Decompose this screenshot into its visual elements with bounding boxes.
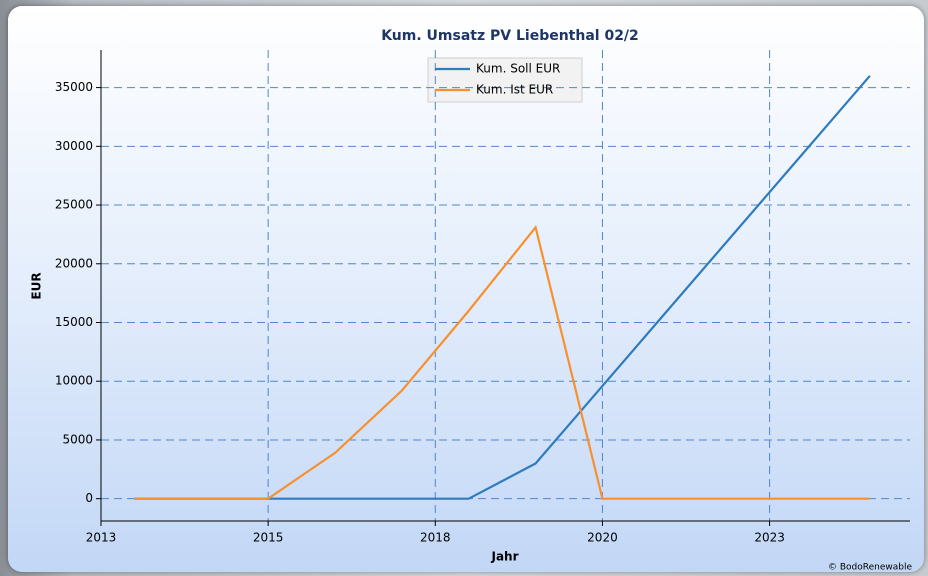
- credit: © BodoRenewable: [828, 563, 912, 573]
- y-tick-label: 15000: [55, 315, 93, 329]
- y-axis-label: EUR: [30, 272, 44, 299]
- y-tick-label: 35000: [55, 80, 93, 94]
- x-tick-label: 2013: [86, 531, 117, 545]
- x-tick-label: 2018: [420, 531, 451, 545]
- chart-title: Kum. Umsatz PV Liebenthal 02/2: [381, 28, 639, 44]
- x-tick-label: 2023: [754, 531, 785, 545]
- x-tick-label: 2015: [253, 531, 284, 545]
- x-axis-label: Jahr: [490, 550, 518, 564]
- y-tick-label: 10000: [55, 374, 93, 388]
- y-tick-label: 0: [85, 491, 93, 505]
- legend-label: Kum. Soll EUR: [476, 62, 560, 76]
- y-tick-label: 20000: [55, 256, 93, 270]
- y-tick-label: 5000: [62, 432, 93, 446]
- legend-label: Kum. Ist EUR: [476, 83, 553, 97]
- y-tick-label: 25000: [55, 198, 93, 212]
- series-line: [134, 224, 870, 500]
- x-tick-label: 2020: [587, 531, 618, 545]
- y-tick-label: 30000: [55, 139, 93, 153]
- series-line: [134, 75, 871, 500]
- legend-box: [427, 57, 583, 103]
